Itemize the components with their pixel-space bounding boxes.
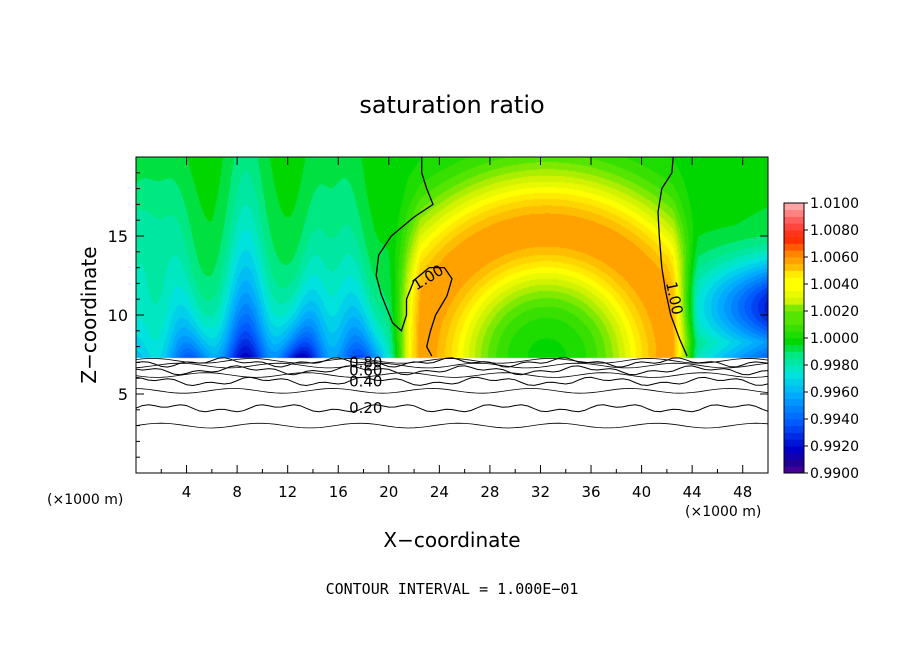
colorbar-band bbox=[784, 358, 804, 366]
y-tick-label: 10 bbox=[108, 306, 128, 325]
x-tick-label: 32 bbox=[531, 483, 550, 501]
colorbar-band bbox=[784, 371, 804, 379]
colorbar-band bbox=[784, 439, 804, 447]
contour-line-minor bbox=[136, 358, 768, 364]
contour-interval-note: CONTOUR INTERVAL = 1.000E−01 bbox=[326, 580, 579, 598]
colorbar-tick-label: 1.0020 bbox=[810, 304, 859, 320]
colorbar-band bbox=[784, 216, 804, 224]
colorbar-tick-label: 0.9980 bbox=[810, 358, 859, 374]
colorbar-band bbox=[784, 311, 804, 319]
colorbar-band bbox=[784, 392, 804, 400]
colorbar-band bbox=[784, 452, 804, 460]
colorbar-tick-label: 1.0040 bbox=[810, 277, 859, 293]
colorbar-tick-label: 1.0060 bbox=[810, 250, 859, 266]
colorbar-tick-label: 0.9920 bbox=[810, 439, 859, 455]
colorbar-band bbox=[784, 203, 804, 211]
x-tick-label: 8 bbox=[232, 483, 242, 501]
colorbar-band bbox=[784, 378, 804, 386]
colorbar-band bbox=[784, 432, 804, 440]
y-axis-label: Z−coordinate bbox=[77, 246, 101, 383]
x-tick-label: 12 bbox=[278, 483, 297, 501]
colorbar-band bbox=[784, 344, 804, 352]
colorbar-band bbox=[784, 338, 804, 346]
colorbar-band bbox=[784, 270, 804, 278]
contour-label-0.80: 0.80 bbox=[349, 353, 382, 371]
colorbar-band bbox=[784, 243, 804, 251]
colorbar-tick-label: 0.9940 bbox=[810, 412, 859, 428]
colorbar-band bbox=[784, 446, 804, 454]
contour-lines bbox=[136, 157, 768, 429]
colorbar-band bbox=[784, 263, 804, 271]
x-tick-label: 48 bbox=[733, 483, 752, 501]
colorbar-band bbox=[784, 230, 804, 238]
colorbar-band bbox=[784, 324, 804, 332]
colorbar-band bbox=[784, 297, 804, 305]
x-unit-label-left: (×1000 m) bbox=[47, 492, 123, 508]
contour-label-0.40: 0.40 bbox=[349, 372, 382, 390]
colorbar-tick-label: 1.0000 bbox=[810, 331, 859, 347]
contour-label-0.60: 0.60 bbox=[349, 361, 382, 379]
colorbar-tick-label: 1.0100 bbox=[810, 196, 859, 212]
colorbar-band bbox=[784, 398, 804, 406]
contour-line-0.20 bbox=[136, 404, 768, 413]
colorbar-band bbox=[784, 425, 804, 433]
contour-line-minor bbox=[136, 422, 768, 429]
colorbar-band bbox=[784, 412, 804, 420]
colorbar-band bbox=[784, 277, 804, 285]
colorbar-band bbox=[784, 459, 804, 467]
colorbar-band bbox=[784, 317, 804, 325]
y-tick-label: 5 bbox=[118, 385, 128, 404]
colorbar-tick-label: 0.9960 bbox=[810, 385, 859, 401]
contour-line-0.80 bbox=[136, 357, 768, 368]
x-tick-label: 36 bbox=[581, 483, 600, 501]
colorbar-band bbox=[784, 236, 804, 244]
colorbar-band bbox=[784, 304, 804, 312]
colorbar-band bbox=[784, 385, 804, 393]
x-tick-label: 44 bbox=[683, 483, 702, 501]
colorbar-band bbox=[784, 209, 804, 217]
colorbar-tick-labels: 0.9900 0.9920 0.9940 0.9960 0.9980 1.0000 1.00… bbox=[804, 196, 859, 482]
colorbar-band bbox=[784, 466, 804, 474]
colorbar-band bbox=[784, 223, 804, 231]
colorbar-tick-label: 0.9900 bbox=[810, 466, 859, 482]
x-axis-ticks: 4 8 12 16 20 24 28 32 36 40 44 48 bbox=[160, 157, 752, 501]
contour-line-0.40 bbox=[136, 376, 768, 387]
colorbar-band bbox=[784, 419, 804, 427]
contour-line-minor bbox=[136, 372, 768, 378]
heatmap-field bbox=[136, 157, 768, 473]
y-axis-ticks: 5 10 15 bbox=[108, 172, 768, 458]
colorbar-band bbox=[784, 250, 804, 258]
chart-title: saturation ratio bbox=[359, 91, 544, 119]
contour-line-1.00-left bbox=[375, 157, 453, 357]
contour-label-0.20: 0.20 bbox=[349, 399, 382, 417]
x-tick-label: 20 bbox=[379, 483, 398, 501]
x-tick-label: 16 bbox=[329, 483, 348, 501]
colorbar-tick-label: 1.0080 bbox=[810, 223, 859, 239]
contour-line-minor bbox=[136, 362, 768, 369]
colorbar-band bbox=[784, 284, 804, 292]
contour-line-1.00-right bbox=[657, 157, 688, 357]
contour-line-minor bbox=[136, 388, 768, 394]
plot-area: 0.200.400.600.801.001.00 bbox=[135, 156, 769, 474]
x-tick-label: 4 bbox=[182, 483, 192, 501]
y-tick-label: 15 bbox=[108, 227, 128, 246]
x-tick-label: 40 bbox=[632, 483, 651, 501]
colorbar-band bbox=[784, 365, 804, 373]
x-tick-label: 28 bbox=[480, 483, 499, 501]
x-tick-label: 24 bbox=[430, 483, 449, 501]
colorbar-band bbox=[784, 290, 804, 298]
colorbar-band bbox=[784, 351, 804, 359]
colorbar-band bbox=[784, 331, 804, 339]
colorbar-band bbox=[784, 405, 804, 413]
colorbar bbox=[783, 202, 805, 474]
x-axis-label: X−coordinate bbox=[383, 528, 520, 552]
colorbar-band bbox=[784, 257, 804, 265]
x-unit-label-right: (×1000 m) bbox=[685, 504, 761, 520]
contour-line-0.60 bbox=[136, 365, 768, 376]
